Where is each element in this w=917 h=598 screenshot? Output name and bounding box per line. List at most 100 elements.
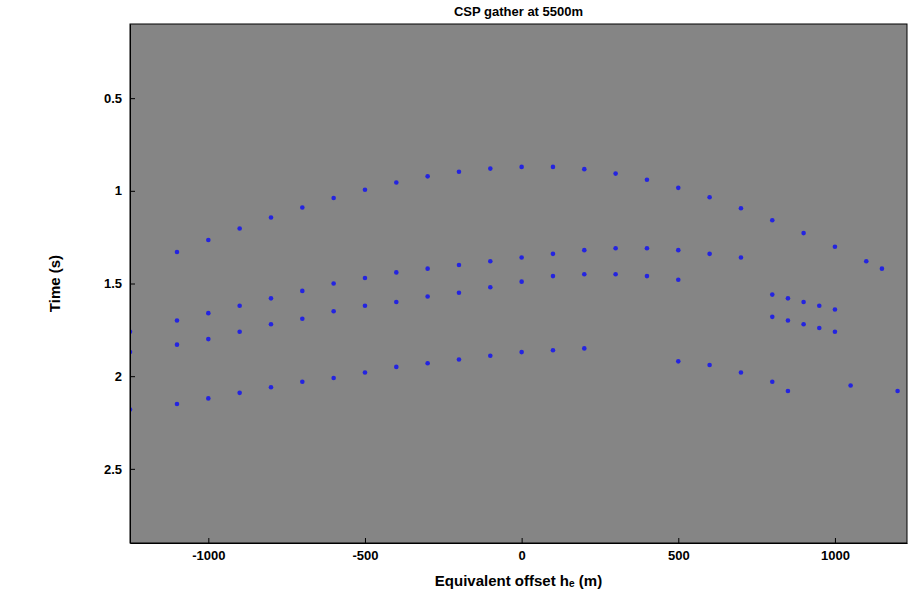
pick-point — [363, 303, 368, 308]
pick-point — [457, 169, 462, 174]
x-tick: -500 — [352, 538, 378, 563]
pick-point — [425, 266, 430, 271]
pick-point — [175, 318, 180, 323]
y-tick-mark — [130, 98, 135, 99]
y-tick-label: 1.5 — [104, 276, 122, 291]
y-tick-mark — [130, 469, 135, 470]
pick-point — [237, 303, 242, 308]
pick-point — [613, 171, 618, 176]
pick-point — [848, 383, 853, 388]
pick-point — [175, 342, 180, 347]
x-tick-mark — [522, 538, 523, 543]
pick-point — [175, 402, 180, 407]
pick-point — [300, 316, 305, 321]
pick-point — [551, 252, 556, 257]
x-tick: 500 — [668, 538, 690, 563]
pick-point — [895, 389, 900, 394]
pick-point — [300, 379, 305, 384]
pick-point — [880, 266, 885, 271]
pick-point — [488, 353, 493, 358]
pick-point — [817, 326, 822, 331]
pick-point — [551, 165, 556, 170]
pick-point — [676, 186, 681, 191]
y-tick-label: 0.5 — [104, 91, 122, 106]
pick-point — [425, 361, 430, 366]
pick-point — [394, 365, 399, 370]
pick-point — [582, 346, 587, 351]
pick-point — [519, 279, 524, 284]
pick-point — [363, 370, 368, 375]
y-axis-title: Time (s) — [46, 255, 63, 312]
pick-point — [817, 303, 822, 308]
plot: -1000-500050010000.511.522.5 — [104, 24, 908, 563]
y-tick-mark — [130, 191, 135, 192]
x-tick: -1000 — [192, 538, 225, 563]
pick-point — [331, 196, 336, 201]
y-tick-label: 1 — [115, 183, 122, 198]
pick-point — [206, 337, 211, 342]
pick-point — [676, 277, 681, 282]
pick-point — [645, 177, 650, 182]
pick-point — [739, 255, 744, 260]
pick-point — [206, 238, 211, 243]
pick-point — [707, 195, 712, 200]
pick-point — [645, 246, 650, 251]
pick-point — [237, 226, 242, 231]
pick-point — [770, 315, 775, 320]
x-tick-label: 1000 — [821, 548, 850, 563]
pick-point — [331, 309, 336, 314]
pick-point — [206, 311, 211, 316]
pick-point — [457, 263, 462, 268]
pick-point — [801, 322, 806, 327]
pick-point — [363, 187, 368, 192]
pick-point — [237, 329, 242, 334]
pick-point — [425, 294, 430, 299]
pick-point — [833, 329, 838, 334]
pick-point — [770, 218, 775, 223]
pick-point — [864, 259, 869, 264]
pick-point — [300, 289, 305, 294]
pick-point — [551, 274, 556, 279]
pick-point — [613, 246, 618, 251]
plot-background — [130, 24, 907, 543]
x-axis: -1000 -500 0 500 1000 — [131, 538, 908, 563]
pick-point — [582, 167, 587, 172]
pick-point — [786, 318, 791, 323]
pick-point — [363, 276, 368, 281]
pick-point — [331, 281, 336, 286]
pick-point — [770, 379, 775, 384]
plot-frame — [130, 24, 907, 543]
pick-point — [175, 250, 180, 255]
x-tick-label: -1000 — [192, 548, 225, 563]
y-tick: 2 — [115, 369, 135, 384]
x-tick-label: 0 — [519, 548, 526, 563]
x-axis-title: Equivalent offset hₑ (m) — [435, 572, 602, 589]
pick-point — [613, 272, 618, 277]
pick-point — [331, 376, 336, 381]
pick-point — [707, 252, 712, 257]
pick-point — [394, 300, 399, 305]
pick-point — [786, 389, 791, 394]
pick-point — [206, 396, 211, 401]
x-tick: 1000 — [821, 538, 850, 563]
pick-point — [457, 290, 462, 295]
x-tick-label: 500 — [668, 548, 690, 563]
pick-point — [488, 259, 493, 264]
pick-point — [786, 296, 791, 301]
pick-point — [739, 206, 744, 211]
y-tick-label: 2 — [115, 369, 122, 384]
y-tick-mark — [130, 376, 135, 377]
x-tick-mark — [208, 538, 209, 543]
x-tick-mark — [835, 538, 836, 543]
pick-point — [833, 307, 838, 312]
pick-point — [269, 215, 274, 220]
y-tick: 1 — [115, 183, 135, 198]
pick-point — [237, 391, 242, 396]
x-tick: 0 — [519, 538, 526, 563]
pick-point — [582, 248, 587, 253]
points — [130, 165, 900, 412]
pick-point — [801, 300, 806, 305]
chart: -1000-500050010000.511.522.5CSP gather a… — [0, 0, 917, 598]
pick-point — [833, 244, 838, 249]
y-tick-mark — [130, 284, 135, 285]
